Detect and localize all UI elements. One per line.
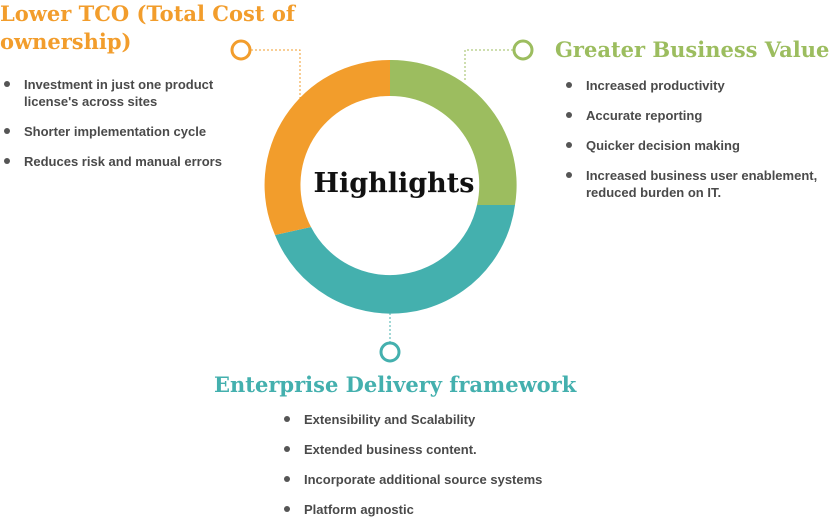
section-title-business-value: Greater Business Value: [555, 37, 830, 62]
list-item: Investment in just one product license's…: [0, 76, 250, 110]
list-item: Quicker decision making: [562, 137, 835, 154]
list-item: Shorter implementation cycle: [0, 123, 250, 140]
list-item: Platform agnostic: [280, 501, 610, 518]
list-item: Extensibility and Scalability: [280, 411, 610, 428]
ring-segment-enterprise-delivery: [275, 205, 515, 314]
marker-circle-tco: [230, 39, 252, 61]
list-item: Incorporate additional source systems: [280, 471, 610, 488]
list-item: Increased business user enablement, redu…: [562, 167, 835, 201]
section-title-tco: Lower TCO (Total Cost of ownership): [0, 1, 295, 54]
connector-line-tco: [251, 49, 301, 98]
ring-segment-lower-tco: [264, 59, 390, 236]
list-item: Increased productivity: [562, 77, 835, 94]
section-title-enterprise-delivery: Enterprise Delivery framework: [214, 372, 577, 397]
list-tco: Investment in just one product license's…: [0, 76, 250, 183]
marker-circle-delivery: [379, 341, 401, 363]
marker-circle-value: [512, 39, 534, 61]
connector-line-value: [464, 49, 513, 80]
highlights-ring-diagram: [230, 39, 534, 363]
list-item: Reduces risk and manual errors: [0, 153, 250, 170]
ring-segment-business-value: [390, 59, 517, 205]
list-enterprise-delivery: Extensibility and Scalability Extended b…: [280, 411, 610, 531]
list-business-value: Increased productivity Accurate reportin…: [562, 77, 835, 214]
list-item: Extended business content.: [280, 441, 610, 458]
list-item: Accurate reporting: [562, 107, 835, 124]
center-title: Highlights: [313, 168, 475, 199]
